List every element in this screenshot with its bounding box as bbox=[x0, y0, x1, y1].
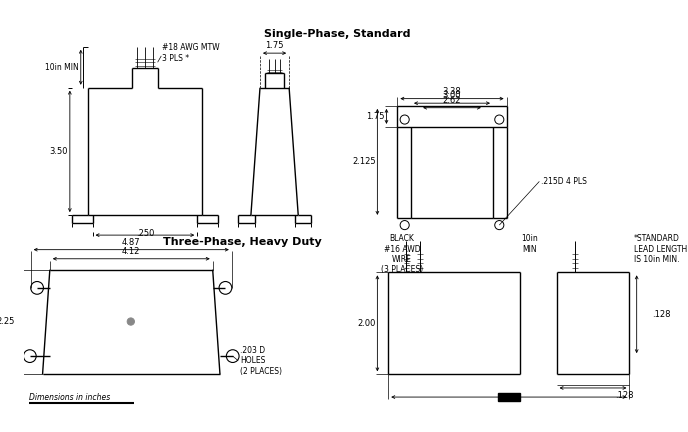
Text: .250: .250 bbox=[136, 229, 154, 238]
Circle shape bbox=[127, 318, 134, 325]
Text: 3.38: 3.38 bbox=[442, 87, 462, 96]
Text: .215D 4 PLS: .215D 4 PLS bbox=[541, 177, 587, 186]
Text: 1.75: 1.75 bbox=[266, 41, 284, 51]
Text: 4.87: 4.87 bbox=[122, 238, 140, 247]
Bar bbox=[498, 394, 519, 401]
Text: 4.12: 4.12 bbox=[122, 247, 140, 256]
Text: 10in
MIN: 10in MIN bbox=[521, 234, 538, 254]
Text: 2.62: 2.62 bbox=[443, 96, 461, 105]
Text: Three-Phase, Heavy Duty: Three-Phase, Heavy Duty bbox=[163, 237, 322, 247]
Text: .128: .128 bbox=[652, 310, 671, 319]
Text: 10in MIN: 10in MIN bbox=[45, 63, 79, 72]
Text: 2.00: 2.00 bbox=[357, 319, 376, 328]
Text: Single-Phase, Standard: Single-Phase, Standard bbox=[264, 29, 411, 38]
Text: #18 AWG MTW
3 PLS *: #18 AWG MTW 3 PLS * bbox=[162, 44, 220, 63]
Text: BLACK
#16 AWD
WIRE
(3 PLACES): BLACK #16 AWD WIRE (3 PLACES) bbox=[381, 234, 423, 274]
Text: 2.125: 2.125 bbox=[352, 157, 376, 166]
Text: .128: .128 bbox=[616, 391, 634, 400]
Text: 1.75: 1.75 bbox=[366, 112, 385, 121]
Text: 3.50: 3.50 bbox=[50, 147, 68, 156]
Text: 3.00: 3.00 bbox=[443, 92, 461, 101]
Text: Dimensions in inches: Dimensions in inches bbox=[29, 393, 110, 402]
Text: 2.25: 2.25 bbox=[0, 318, 15, 327]
Text: .203 D
HOLES
(2 PLACES): .203 D HOLES (2 PLACES) bbox=[240, 346, 282, 375]
Text: *STANDARD
LEAD LENGTH
IS 10in MIN.: *STANDARD LEAD LENGTH IS 10in MIN. bbox=[634, 234, 687, 264]
